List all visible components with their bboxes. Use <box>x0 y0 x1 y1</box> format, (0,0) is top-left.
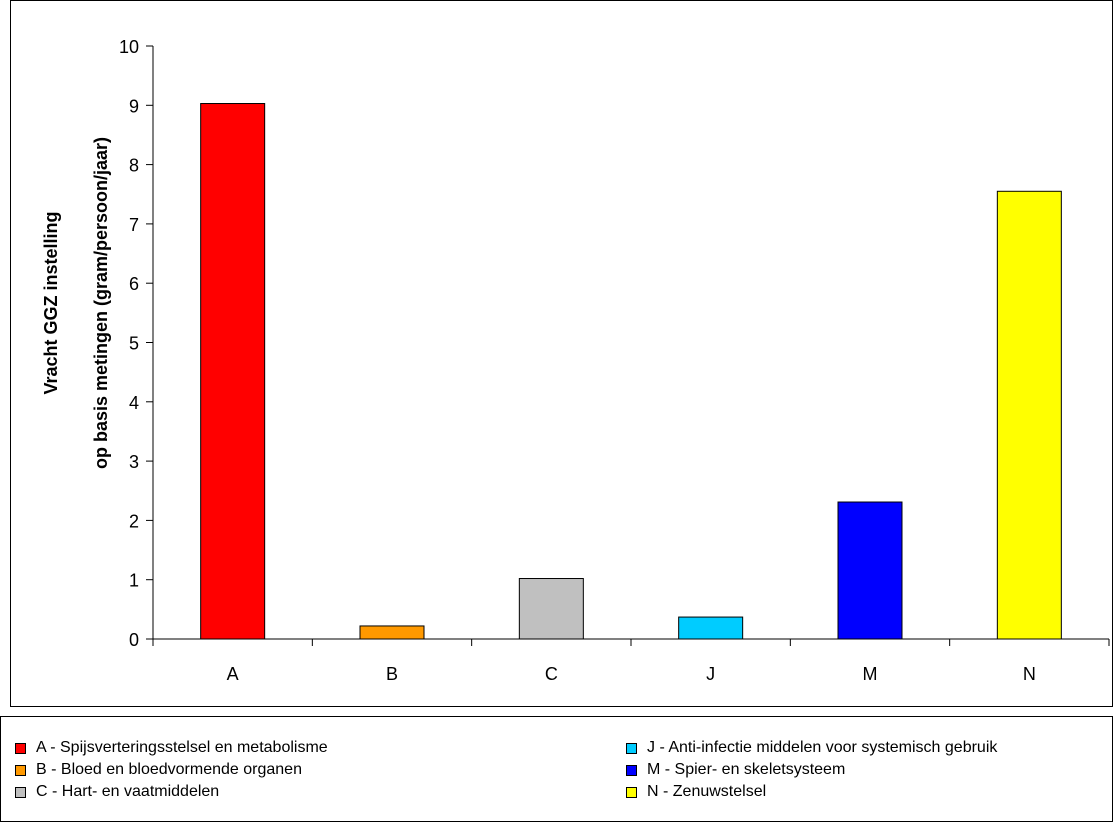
bar-c <box>518 578 584 640</box>
legend: A - Spijsverteringsstelsel en metabolism… <box>0 716 1113 822</box>
legend-swatch <box>15 764 26 776</box>
legend-swatch <box>626 742 637 754</box>
y-tick-label: 9 <box>129 96 139 116</box>
legend-swatch <box>15 742 26 754</box>
legend-item: B - Bloed en bloedvormende organen <box>15 760 302 780</box>
plot-area: 0 1 2 3 4 5 6 7 8 9 10 A B C J M N <box>119 37 1110 684</box>
y-tick-label: 0 <box>129 630 139 650</box>
y-axis-title: Vracht GGZ instelling op basis metingen … <box>41 137 111 469</box>
y-tick-label: 5 <box>129 334 139 354</box>
x-tick-label: J <box>706 664 715 684</box>
y-axis-title-line-1: Vracht GGZ instelling <box>41 211 61 394</box>
y-tick-label: 6 <box>129 274 139 294</box>
chart-area: Vracht GGZ instelling op basis metingen … <box>10 0 1113 707</box>
y-tick-label: 3 <box>129 452 139 472</box>
bar-j <box>678 616 744 640</box>
legend-item: C - Hart- en vaatmiddelen <box>15 782 219 802</box>
bar-chart: Vracht GGZ instelling op basis metingen … <box>41 37 1110 684</box>
legend-label: B - Bloed en bloedvormende organen <box>36 761 302 778</box>
legend-label: J - Anti-infectie middelen voor systemis… <box>647 739 998 756</box>
y-tick-label: 8 <box>129 156 139 176</box>
y-tick-label: 1 <box>129 571 139 591</box>
y-axis-title-line-2: op basis metingen (gram/persoon/jaar) <box>91 137 111 469</box>
legend-label: M - Spier- en skeletsysteem <box>647 761 846 778</box>
legend-swatch <box>626 764 637 776</box>
x-tick-label: A <box>227 664 239 684</box>
y-tick-label: 7 <box>129 215 139 235</box>
y-tick-label: 10 <box>119 37 139 57</box>
legend-item: J - Anti-infectie middelen voor systemis… <box>626 738 997 758</box>
x-tick-label: B <box>386 664 398 684</box>
bar-b <box>359 625 425 640</box>
legend-label: A - Spijsverteringsstelsel en metabolism… <box>36 739 328 756</box>
bar-n <box>996 190 1062 640</box>
x-tick-label: C <box>545 664 558 684</box>
legend-swatch <box>15 786 26 798</box>
legend-label: C - Hart- en vaatmiddelen <box>36 783 220 800</box>
bar-m <box>837 501 903 640</box>
legend-item: N - Zenuwstelsel <box>626 782 766 802</box>
legend-label: N - Zenuwstelsel <box>647 783 767 800</box>
legend-item: A - Spijsverteringsstelsel en metabolism… <box>15 738 328 758</box>
legend-item: M - Spier- en skeletsysteem <box>626 760 845 780</box>
y-tick-label: 2 <box>129 511 139 531</box>
legend-swatch <box>626 786 637 798</box>
y-tick-label: 4 <box>129 393 139 413</box>
bar-a <box>200 103 266 640</box>
x-tick-label: M <box>863 664 878 684</box>
x-tick-label: N <box>1023 664 1036 684</box>
